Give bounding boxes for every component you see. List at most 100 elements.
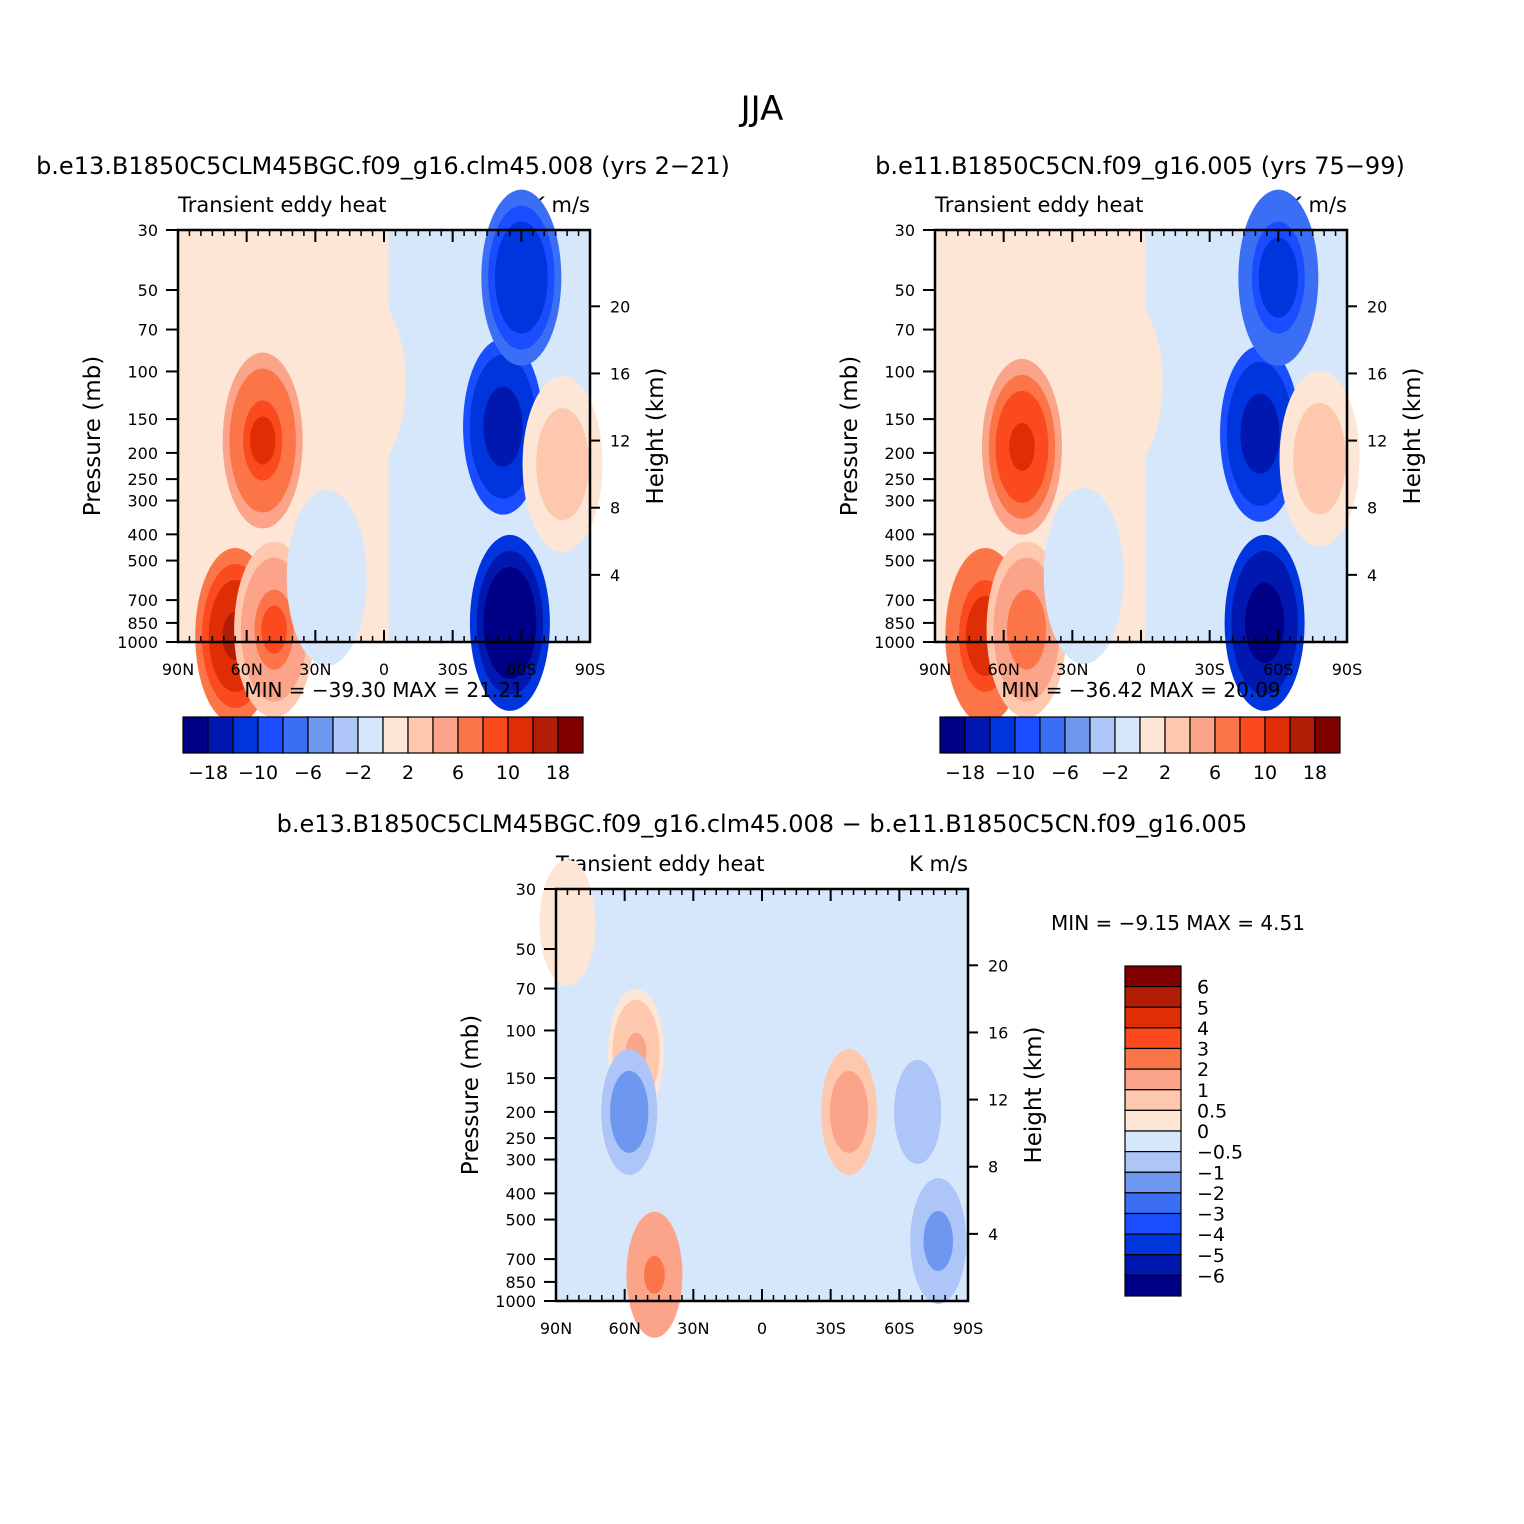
y-tick-label: 500: [884, 552, 915, 571]
height-tick-label: 12: [1367, 432, 1387, 451]
y-tick-label: 700: [884, 591, 915, 610]
contour-field: [178, 189, 603, 724]
y-tick-label: 1000: [495, 1292, 536, 1311]
colorbar-label: −1: [1197, 1162, 1225, 1184]
contour-blob: [261, 605, 287, 654]
x-tick-label: 30S: [437, 660, 468, 679]
colorbar-label: 10: [1253, 762, 1277, 784]
contour-blob: [313, 553, 340, 602]
colorbar-box: [1124, 1212, 1182, 1235]
y-tick-label: 30: [138, 221, 158, 240]
height-tick-label: 16: [1367, 364, 1387, 383]
contour-blob: [1109, 358, 1136, 407]
colorbar-label: −2: [1101, 762, 1129, 784]
contour-blob: [618, 1092, 640, 1131]
colorbar-box: [1124, 1089, 1182, 1111]
colorbar-label: −3: [1197, 1204, 1225, 1226]
y-tick-label: 70: [895, 321, 915, 340]
contour-blob: [1013, 605, 1040, 654]
colorbar-label: 0: [1197, 1121, 1209, 1143]
y-tick-label: 300: [127, 492, 158, 511]
x-tick-label: 90N: [540, 1319, 572, 1338]
contour-blob: [1070, 551, 1097, 600]
colorbar-box: [1124, 986, 1182, 1008]
y-tick-label: 500: [127, 552, 158, 571]
x-tick-label: 30N: [1056, 660, 1088, 679]
colorbar-label: −10: [995, 762, 1035, 784]
colorbar-label: −18: [945, 762, 985, 784]
contour-blob: [907, 1092, 929, 1131]
x-tick-label: 60N: [988, 660, 1020, 679]
x-tick-label: 90S: [1332, 660, 1363, 679]
colorbar: −18 −10 −6 −2 2 6 10 18: [939, 716, 1341, 784]
panel-title: b.e13.B1850C5CLM45BGC.f09_g16.clm45.008 …: [277, 810, 1248, 838]
y-tick-label: 700: [505, 1250, 536, 1269]
y-axis-label: Pressure (mb): [458, 1015, 484, 1175]
panel-model: b.e13.B1850C5CLM45BGC.f09_g16.clm45.008 …: [36, 152, 730, 784]
x-tick-label: 0: [379, 660, 389, 679]
height-tick-label: 8: [610, 499, 620, 518]
colorbar-box: [232, 716, 259, 754]
colorbar-box: [1239, 716, 1266, 754]
colorbar-label: 2: [402, 762, 414, 784]
colorbar-box: [1124, 1274, 1182, 1297]
figure-title: JJA: [739, 89, 784, 129]
colorbar-box: [332, 716, 359, 754]
colorbar-label: −18: [188, 762, 228, 784]
colorbar-box: [1189, 716, 1216, 754]
colorbar-box: [1124, 1109, 1182, 1132]
x-tick-label: 90S: [575, 660, 606, 679]
colorbar: −18 −10 −6 −2 2 6 10 18: [182, 716, 584, 784]
contour-field: [935, 189, 1360, 724]
y-tick-label: 850: [884, 614, 915, 633]
panel-difference: b.e13.B1850C5CLM45BGC.f09_g16.clm45.008 …: [277, 810, 1305, 1338]
y-axis-label: Pressure (mb): [80, 356, 106, 516]
y-tick-label: 30: [895, 221, 915, 240]
y-tick-label: 400: [127, 525, 158, 544]
contour-blob: [497, 598, 523, 647]
colorbar-label: 18: [1303, 762, 1327, 784]
colorbar-box: [1124, 1151, 1182, 1173]
height-tick-label: 20: [1367, 297, 1387, 316]
y-tick-label: 100: [127, 362, 158, 381]
colorbar-box: [1064, 716, 1091, 754]
height-tick-label: 4: [1367, 566, 1377, 585]
contour-blob: [557, 903, 578, 942]
left-string: Transient eddy heat: [555, 852, 764, 876]
colorbar-label: 3: [1197, 1039, 1209, 1061]
y-tick-label: 300: [505, 1151, 536, 1170]
colorbar-box: [1124, 1027, 1182, 1050]
y-tick-label: 30: [516, 880, 536, 899]
x-tick-label: 0: [757, 1319, 767, 1338]
colorbar-box: [1124, 1233, 1182, 1256]
x-tick-label: 90N: [162, 660, 194, 679]
colorbar-label: −2: [1197, 1183, 1225, 1205]
contour-blob: [1306, 434, 1333, 483]
colorbar-box: [557, 716, 584, 754]
colorbar-box: [407, 716, 434, 754]
y-axis-label-right: Height (km): [643, 367, 669, 504]
colorbar-box: [482, 716, 509, 754]
colorbar-box: [432, 716, 459, 754]
colorbar-label: 4: [1197, 1018, 1209, 1040]
colorbar-label: 6: [1197, 977, 1209, 999]
height-tick-label: 20: [610, 297, 630, 316]
colorbar-box: [257, 716, 284, 754]
y-tick-label: 400: [884, 525, 915, 544]
y-tick-label: 250: [505, 1129, 536, 1148]
colorbar-label: 2: [1159, 762, 1171, 784]
contour-blob: [1247, 409, 1273, 458]
colorbar-label: −6: [294, 762, 322, 784]
colorbar-label: 6: [452, 762, 464, 784]
colorbar-box: [1139, 716, 1166, 754]
contour-blob: [927, 1221, 949, 1260]
contour-blob: [508, 253, 535, 302]
x-tick-label: 30N: [299, 660, 331, 679]
colorbar-box: [1014, 716, 1041, 754]
colorbar-box: [182, 716, 209, 754]
colorbar-label: −4: [1197, 1224, 1225, 1246]
y-tick-label: 250: [127, 470, 158, 489]
colorbar-box: [1124, 1006, 1182, 1029]
